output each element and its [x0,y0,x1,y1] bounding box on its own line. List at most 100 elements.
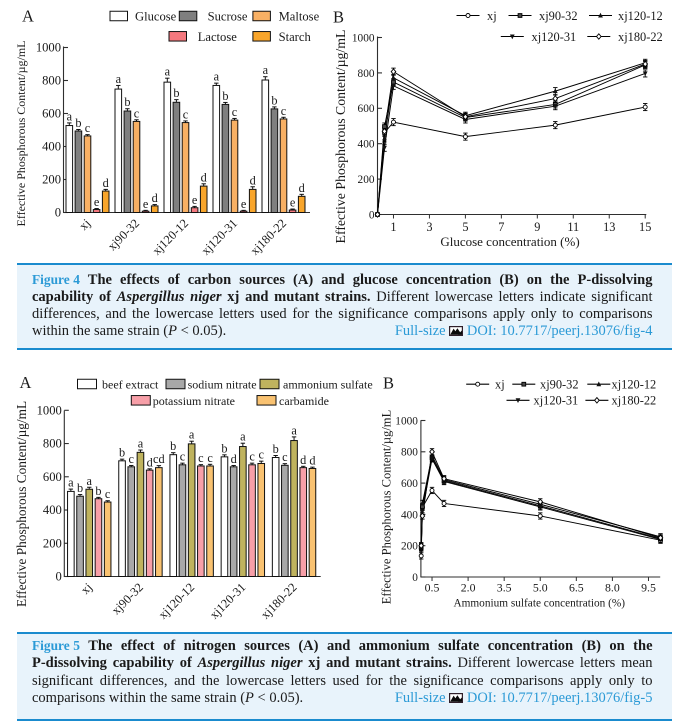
svg-text:c: c [134,106,140,120]
svg-text:xj90-32: xj90-32 [539,9,578,23]
svg-text:a: a [67,109,73,123]
svg-text:B: B [383,374,394,393]
svg-text:Starch: Starch [279,30,312,44]
svg-text:ammonium sulfate: ammonium sulfate [283,378,373,392]
svg-text:d: d [299,181,305,195]
svg-text:xj120-31: xj120-31 [199,216,241,258]
svg-text:1000: 1000 [352,32,375,44]
svg-text:beef extract: beef extract [102,378,159,392]
svg-text:1000: 1000 [395,415,418,427]
svg-text:400: 400 [401,509,418,521]
svg-text:a: a [68,476,74,490]
svg-text:a: a [189,428,195,442]
svg-text:13: 13 [603,220,615,234]
svg-text:600: 600 [401,478,418,490]
svg-text:200: 200 [43,536,62,550]
svg-text:5: 5 [462,220,468,234]
svg-text:xj120-12: xj120-12 [156,580,198,622]
svg-text:Maltose: Maltose [279,10,320,24]
svg-text:0.5: 0.5 [425,581,440,595]
svg-text:8.0: 8.0 [605,581,620,595]
svg-text:b: b [77,481,83,495]
svg-text:Effective Phosphorous Content/: Effective Phosphorous Content/µg/mL [14,401,29,607]
svg-text:c: c [259,448,265,462]
svg-text:xj120-12: xj120-12 [618,9,663,23]
svg-text:A: A [20,373,32,392]
svg-text:xj180-22: xj180-22 [612,394,657,408]
svg-text:c: c [207,451,213,465]
svg-text:b: b [170,439,176,453]
svg-text:b: b [273,442,279,456]
svg-text:c: c [129,452,135,466]
svg-text:9: 9 [534,220,540,234]
svg-text:c: c [249,450,255,464]
svg-text:200: 200 [358,174,375,186]
svg-text:b: b [173,86,179,100]
svg-text:a: a [87,474,93,488]
svg-text:Lactose: Lactose [198,30,238,44]
svg-text:a: a [138,437,144,451]
svg-text:A: A [22,7,34,26]
svg-text:c: c [282,450,288,464]
svg-text:a: a [165,65,171,79]
svg-text:c: c [198,451,204,465]
svg-text:b: b [222,89,228,103]
svg-text:800: 800 [401,447,418,459]
svg-text:cd: cd [153,452,165,466]
svg-text:sodium nitrate: sodium nitrate [188,378,257,392]
svg-text:600: 600 [42,107,61,121]
svg-text:d: d [147,455,153,469]
svg-text:Glucose concentration (%): Glucose concentration (%) [440,234,579,249]
svg-text:1: 1 [390,220,396,234]
svg-text:d: d [103,176,109,190]
svg-text:a: a [214,70,220,84]
svg-text:Effective Phosphorous Content/: Effective Phosphorous Content/µg/mL [380,410,394,604]
svg-text:c: c [105,487,111,501]
svg-text:0: 0 [56,570,62,584]
svg-text:2.0: 2.0 [461,581,476,595]
svg-text:0: 0 [369,209,375,221]
svg-text:e: e [192,193,198,207]
svg-text:Effective Phosphorous Content/: Effective Phosphorous Content/µg/mL [14,40,28,226]
svg-text:xj180-22: xj180-22 [248,216,290,258]
svg-text:carbamide: carbamide [279,394,329,408]
svg-text:xj180-22: xj180-22 [258,580,300,622]
svg-text:d: d [300,453,306,467]
svg-text:400: 400 [42,140,61,154]
svg-text:Sucrose: Sucrose [208,10,248,24]
svg-text:a: a [291,423,297,437]
svg-text:a: a [263,63,269,77]
svg-text:7: 7 [498,220,504,234]
svg-text:potassium nitrate: potassium nitrate [153,394,235,408]
svg-text:5.0: 5.0 [533,581,548,595]
svg-text:Ammonium sulfate concentration: Ammonium sulfate concentration (%) [453,598,625,610]
svg-text:B: B [333,8,344,27]
svg-text:b: b [75,116,81,130]
svg-text:xj: xj [78,580,95,597]
svg-text:c: c [183,107,189,121]
svg-text:600: 600 [358,103,375,115]
svg-text:Glucose: Glucose [135,10,177,24]
svg-text:800: 800 [42,74,61,88]
svg-text:600: 600 [43,470,62,484]
svg-text:800: 800 [358,68,375,80]
svg-text:15: 15 [639,220,651,234]
svg-text:b: b [119,446,125,460]
svg-text:xj120-12: xj120-12 [612,378,657,392]
svg-text:a: a [240,430,246,444]
svg-text:400: 400 [358,139,375,151]
svg-text:xj: xj [495,378,505,392]
svg-text:c: c [232,105,238,119]
svg-text:b: b [271,93,277,107]
svg-text:c: c [85,121,91,135]
svg-text:3.5: 3.5 [497,581,512,595]
svg-text:e: e [290,196,296,210]
svg-text:b: b [95,484,101,498]
svg-text:c: c [281,104,287,118]
svg-text:Effective Phosphorous Content/: Effective Phosphorous Content/µg/mL [333,30,348,244]
svg-text:0: 0 [412,572,418,584]
svg-text:6.5: 6.5 [569,581,584,595]
svg-text:0: 0 [55,206,61,220]
svg-text:d: d [309,454,315,468]
svg-text:800: 800 [43,437,62,451]
